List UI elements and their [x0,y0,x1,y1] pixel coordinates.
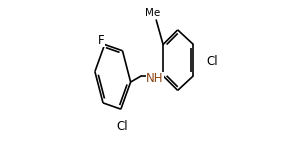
Text: Cl: Cl [206,55,218,68]
Text: Me: Me [145,8,160,18]
Text: F: F [97,34,104,47]
Text: NH: NH [146,72,164,85]
Text: Cl: Cl [117,120,128,133]
